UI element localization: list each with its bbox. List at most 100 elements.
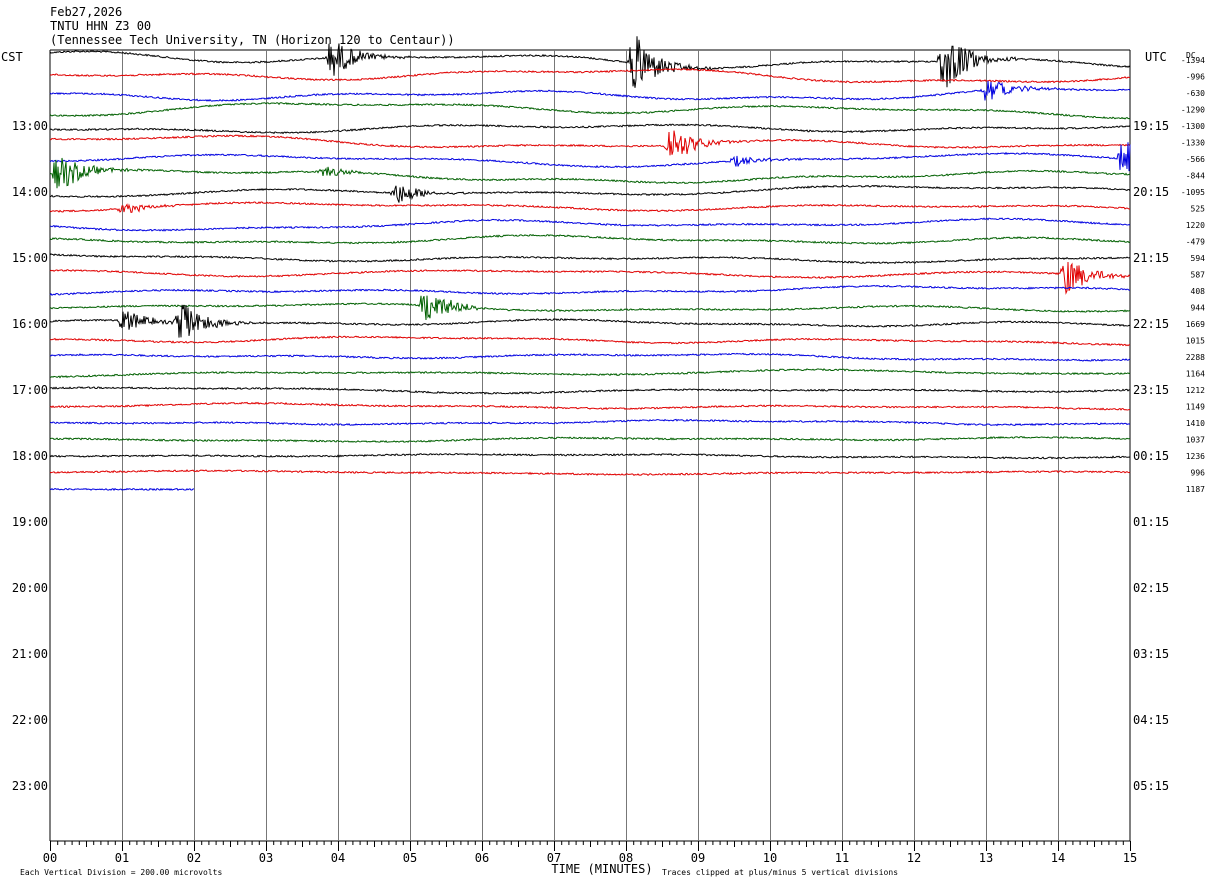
dc-offset-label: 944 [1191, 304, 1206, 313]
dc-offset-label: 1149 [1186, 403, 1205, 412]
clip-note: Traces clipped at plus/minus 5 vertical … [662, 868, 898, 877]
utc-hour-label: 23:15 [1133, 383, 1169, 397]
seismic-trace [49, 36, 1131, 88]
utc-axis-label: UTC [1145, 50, 1167, 64]
seismic-trace [49, 253, 1131, 265]
dc-offset-label: -1394 [1181, 56, 1205, 65]
dc-offset-label: -1330 [1181, 139, 1205, 148]
x-tick-label: 10 [763, 851, 777, 865]
cst-hour-label: 17:00 [12, 383, 48, 397]
x-tick-label: 11 [835, 851, 849, 865]
seismic-trace [49, 201, 1130, 213]
seismic-trace [49, 304, 1131, 338]
utc-hour-label: 02:15 [1133, 581, 1169, 595]
cst-hour-label: 21:00 [12, 647, 48, 661]
seismic-trace [49, 401, 1131, 411]
seismic-trace [49, 487, 195, 491]
dc-offset-label: 1220 [1186, 221, 1205, 230]
seismic-trace [49, 469, 1131, 476]
cst-hour-label: 22:00 [12, 713, 48, 727]
plot-grid [49, 49, 1131, 842]
x-tick-label: 00 [43, 851, 57, 865]
seismic-trace [49, 142, 1131, 172]
vertical-scale-note: Each Vertical Division = 200.00 microvol… [20, 868, 222, 877]
x-tick-label: 15 [1123, 851, 1137, 865]
seismic-trace [49, 81, 1131, 102]
utc-hour-label: 19:15 [1133, 119, 1169, 133]
seismic-trace [49, 217, 1131, 232]
station-code: TNTU HHN Z3 00 [50, 19, 152, 33]
x-tick-label: 04 [331, 851, 345, 865]
dc-offset-label: 594 [1191, 254, 1206, 263]
seismic-trace [49, 102, 1131, 120]
seismic-trace [49, 368, 1131, 379]
axes-group: 00 01 02 03 04 05 06 07 08 09 10 11 12 13 14 15 CST UTC DC… [1, 50, 1205, 877]
utc-hour-label: 05:15 [1133, 779, 1169, 793]
dc-offset-label: 2288 [1186, 353, 1205, 362]
dc-offset-label: 1236 [1186, 452, 1205, 461]
seismic-trace [49, 435, 1131, 443]
x-tick-label: 13 [979, 851, 993, 865]
dc-offset-label: 996 [1191, 469, 1206, 478]
dc-offset-label: 587 [1191, 271, 1206, 280]
dc-offset-label: 1410 [1186, 419, 1205, 428]
dc-offset-label: 1669 [1186, 320, 1205, 329]
dc-offset-label: -479 [1186, 238, 1205, 247]
utc-hour-label: 00:15 [1133, 449, 1169, 463]
trace-group [49, 36, 1131, 491]
dc-offset-label: 525 [1191, 205, 1206, 214]
seismic-trace [49, 453, 1131, 460]
utc-hour-label: 21:15 [1133, 251, 1169, 265]
dc-offset-label: -630 [1186, 89, 1205, 98]
seismic-trace [49, 418, 1131, 427]
x-tick-label: 12 [907, 851, 921, 865]
dc-offset-label: 408 [1191, 287, 1206, 296]
seismic-trace [49, 234, 1131, 245]
cst-hour-label: 13:00 [12, 119, 48, 133]
dc-offset-label: 1187 [1186, 485, 1205, 494]
dc-label: DC [1186, 51, 1196, 60]
dc-offset-label: -1300 [1181, 122, 1205, 131]
seismic-trace [49, 261, 1131, 295]
chart-date: Feb27,2026 [50, 5, 123, 19]
utc-hour-label: 01:15 [1133, 515, 1169, 529]
dc-offset-label: 1037 [1186, 436, 1205, 445]
cst-hour-label: 14:00 [12, 185, 48, 199]
cst-hour-label: 15:00 [12, 251, 48, 265]
seismic-trace [49, 352, 1131, 362]
x-tick-label: 01 [115, 851, 129, 865]
seismic-trace [49, 68, 1131, 84]
cst-hour-label: 19:00 [12, 515, 48, 529]
x-tick-label: 02 [187, 851, 201, 865]
seismic-trace [49, 335, 1131, 347]
dc-offset-label: 1164 [1186, 370, 1205, 379]
x-tick-label: 14 [1051, 851, 1065, 865]
cst-axis-label: CST [1, 50, 23, 64]
station-site: (Tennessee Tech University, TN (Horizon … [50, 33, 455, 47]
cst-hour-label: 18:00 [12, 449, 48, 463]
seismic-trace [49, 130, 1131, 156]
cst-hour-label: 20:00 [12, 581, 48, 595]
x-tick-label: 08 [619, 851, 633, 865]
dc-offset-label: -844 [1186, 172, 1205, 181]
seismic-trace [49, 157, 1131, 189]
seismic-trace [49, 284, 1131, 296]
seismic-trace [49, 184, 1131, 203]
x-tick-label: 03 [259, 851, 273, 865]
x-tick-label: 07 [547, 851, 561, 865]
dc-offset-label: 1015 [1186, 337, 1205, 346]
x-tick-label: 09 [691, 851, 705, 865]
utc-hour-label: 03:15 [1133, 647, 1169, 661]
dc-offset-label: -996 [1186, 73, 1205, 82]
seismic-trace [49, 295, 1131, 321]
x-tick-label: 06 [475, 851, 489, 865]
utc-hour-label: 22:15 [1133, 317, 1169, 331]
x-axis-title: TIME (MINUTES) [551, 862, 652, 876]
cst-hour-label: 23:00 [12, 779, 48, 793]
cst-hour-label: 16:00 [12, 317, 48, 331]
dc-offset-label: 1212 [1186, 386, 1205, 395]
dc-offset-label: -566 [1186, 155, 1205, 164]
x-tick-label: 05 [403, 851, 417, 865]
seismic-trace [49, 123, 1131, 135]
